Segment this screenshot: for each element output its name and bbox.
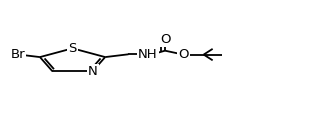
Text: S: S: [68, 42, 77, 55]
Text: N: N: [88, 65, 98, 78]
Text: O: O: [178, 48, 189, 61]
Text: Br: Br: [10, 48, 25, 61]
Text: NH: NH: [138, 48, 158, 61]
Text: O: O: [160, 33, 170, 46]
